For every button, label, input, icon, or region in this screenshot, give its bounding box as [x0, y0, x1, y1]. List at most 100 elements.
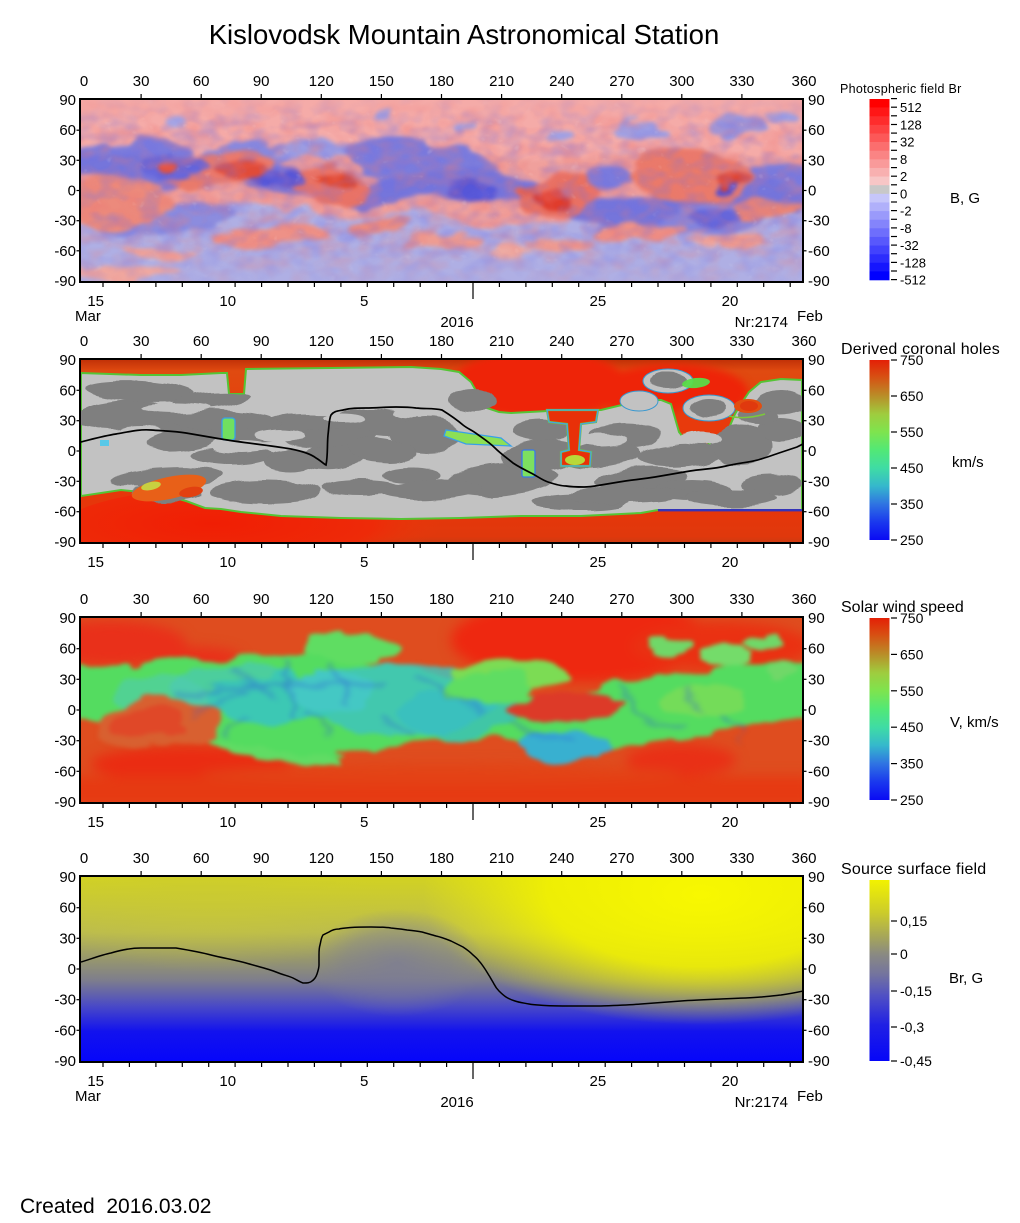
svg-text:20: 20 [722, 293, 739, 310]
svg-text:150: 150 [369, 591, 394, 608]
svg-text:240: 240 [549, 73, 574, 90]
svg-text:B, G: B, G [950, 190, 980, 207]
svg-text:750: 750 [900, 352, 924, 368]
svg-text:-128: -128 [900, 255, 926, 270]
svg-text:-90: -90 [54, 273, 76, 290]
svg-text:210: 210 [489, 73, 514, 90]
svg-text:-60: -60 [808, 763, 830, 780]
svg-text:210: 210 [489, 591, 514, 608]
svg-text:60: 60 [808, 900, 825, 917]
svg-text:360: 360 [791, 591, 816, 608]
svg-text:-30: -30 [54, 733, 76, 750]
svg-text:0: 0 [68, 961, 76, 978]
svg-text:0: 0 [80, 73, 88, 90]
svg-text:90: 90 [253, 333, 270, 350]
svg-text:20: 20 [722, 814, 739, 831]
svg-text:-30: -30 [54, 473, 76, 490]
svg-text:0: 0 [900, 186, 907, 201]
svg-text:150: 150 [369, 73, 394, 90]
svg-text:60: 60 [808, 382, 825, 399]
svg-text:90: 90 [59, 92, 76, 109]
svg-text:0: 0 [808, 702, 816, 719]
svg-text:150: 150 [369, 850, 394, 867]
svg-text:0: 0 [808, 443, 816, 460]
svg-text:0: 0 [80, 333, 88, 350]
svg-text:V, km/s: V, km/s [950, 714, 999, 731]
svg-text:60: 60 [59, 641, 76, 658]
svg-text:-30: -30 [808, 992, 830, 1009]
svg-text:250: 250 [900, 532, 924, 548]
svg-text:-90: -90 [808, 1053, 830, 1070]
svg-text:90: 90 [59, 869, 76, 886]
svg-text:Nr:2174: Nr:2174 [735, 1094, 788, 1111]
svg-text:25: 25 [590, 814, 607, 831]
svg-text:0: 0 [808, 961, 816, 978]
svg-text:270: 270 [609, 333, 634, 350]
svg-text:10: 10 [219, 293, 236, 310]
svg-text:180: 180 [429, 850, 454, 867]
svg-text:240: 240 [549, 333, 574, 350]
svg-text:Source surface field: Source surface field [841, 861, 986, 878]
svg-text:30: 30 [133, 333, 150, 350]
svg-text:330: 330 [729, 333, 754, 350]
svg-text:250: 250 [900, 792, 924, 808]
svg-text:512: 512 [900, 100, 922, 115]
svg-text:5: 5 [360, 554, 368, 571]
svg-text:0: 0 [80, 850, 88, 867]
svg-text:60: 60 [808, 641, 825, 658]
svg-text:Photospheric field Br: Photospheric field Br [840, 82, 962, 96]
svg-text:330: 330 [729, 850, 754, 867]
svg-text:350: 350 [900, 756, 924, 772]
svg-text:0: 0 [80, 591, 88, 608]
svg-text:-32: -32 [900, 238, 919, 253]
svg-text:20: 20 [722, 554, 739, 571]
svg-text:90: 90 [808, 92, 825, 109]
svg-text:15: 15 [87, 814, 104, 831]
svg-text:650: 650 [900, 388, 924, 404]
svg-text:60: 60 [193, 850, 210, 867]
svg-text:300: 300 [669, 850, 694, 867]
svg-text:120: 120 [309, 591, 334, 608]
svg-text:Solar wind speed: Solar wind speed [841, 599, 964, 616]
svg-text:-0,15: -0,15 [900, 983, 932, 999]
svg-text:210: 210 [489, 333, 514, 350]
svg-text:300: 300 [669, 73, 694, 90]
svg-text:180: 180 [429, 73, 454, 90]
svg-text:-512: -512 [900, 273, 926, 288]
svg-text:30: 30 [808, 671, 825, 688]
svg-text:-30: -30 [808, 213, 830, 230]
svg-text:-30: -30 [808, 733, 830, 750]
svg-text:240: 240 [549, 850, 574, 867]
svg-text:-30: -30 [808, 473, 830, 490]
svg-text:30: 30 [133, 591, 150, 608]
svg-text:5: 5 [360, 1073, 368, 1090]
svg-text:30: 30 [59, 671, 76, 688]
svg-text:Kislovodsk Mountain Astronomic: Kislovodsk Mountain Astronomical Station [209, 19, 720, 50]
svg-text:210: 210 [489, 850, 514, 867]
svg-text:-60: -60 [54, 763, 76, 780]
svg-text:0: 0 [68, 702, 76, 719]
svg-text:-8: -8 [900, 221, 912, 236]
svg-text:10: 10 [219, 814, 236, 831]
svg-text:128: 128 [900, 117, 922, 132]
svg-text:8: 8 [900, 152, 907, 167]
svg-text:Mar: Mar [75, 1088, 101, 1105]
svg-text:90: 90 [59, 352, 76, 369]
svg-text:30: 30 [808, 413, 825, 430]
svg-text:-90: -90 [808, 794, 830, 811]
svg-text:2016: 2016 [440, 1094, 473, 1111]
svg-text:550: 550 [900, 683, 924, 699]
svg-text:Mar: Mar [75, 308, 101, 325]
svg-text:360: 360 [791, 850, 816, 867]
svg-text:90: 90 [808, 352, 825, 369]
svg-text:15: 15 [87, 1073, 104, 1090]
svg-text:360: 360 [791, 73, 816, 90]
svg-text:330: 330 [729, 591, 754, 608]
svg-text:550: 550 [900, 424, 924, 440]
svg-text:450: 450 [900, 460, 924, 476]
svg-text:750: 750 [900, 610, 924, 626]
svg-text:Created 2016.03.02: Created 2016.03.02 [20, 1195, 211, 1218]
svg-text:30: 30 [133, 850, 150, 867]
svg-text:-30: -30 [54, 213, 76, 230]
svg-text:330: 330 [729, 73, 754, 90]
